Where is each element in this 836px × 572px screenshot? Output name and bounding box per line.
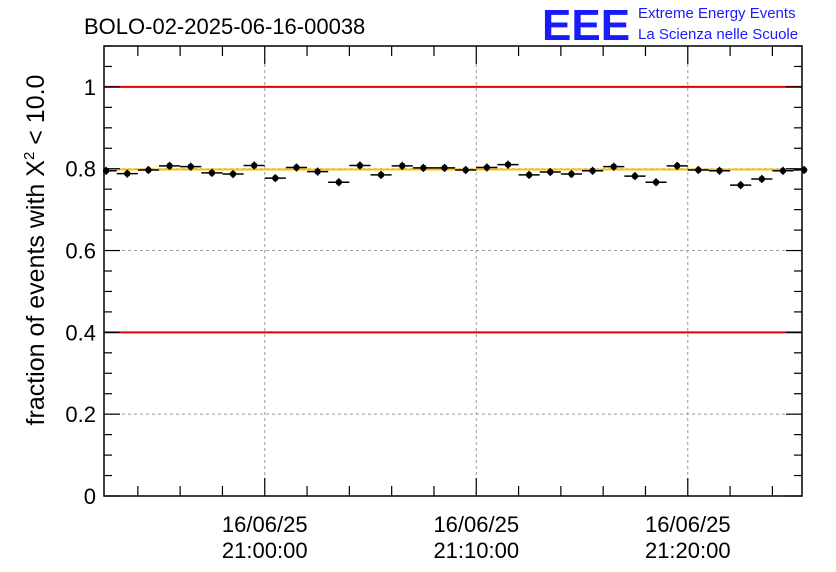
y-tick-label: 0.6 <box>65 239 96 264</box>
data-point-marker <box>695 166 702 174</box>
eee-logo: EEE Extreme Energy Events La Scienza nel… <box>542 1 798 50</box>
y-axis-title-prefix: fraction of events with <box>22 177 50 426</box>
y-tick-label: 0 <box>84 484 96 509</box>
y-axis-title: fraction of events with X2 < 10.0 <box>21 75 50 426</box>
data-point-marker <box>568 170 575 178</box>
grid <box>104 46 802 496</box>
data-point-marker <box>652 179 660 186</box>
data-point <box>687 165 709 174</box>
y-axis-title-chi: X <box>22 160 50 177</box>
data-point-marker <box>462 166 469 174</box>
y-tick-label: 1 <box>84 75 96 100</box>
y-tick-label: 0.2 <box>65 402 96 427</box>
data-point <box>476 163 498 172</box>
data-point-marker <box>229 170 237 178</box>
data-point-marker <box>758 175 766 183</box>
data-point <box>730 181 752 190</box>
axes: 00.20.40.60.8116/06/2521:00:0016/06/2521… <box>65 45 803 563</box>
data-point-marker <box>737 181 744 189</box>
data-point <box>391 161 413 170</box>
data-point <box>624 172 646 181</box>
data-point <box>180 162 202 171</box>
data-point-marker <box>356 162 364 169</box>
y-tick-label: 0.4 <box>65 320 96 345</box>
data-point <box>582 166 604 175</box>
data-point <box>243 161 265 170</box>
data-point <box>264 174 286 183</box>
logo-line-2: La Scienza nelle Scuole <box>638 26 798 43</box>
data-point-marker <box>589 167 596 174</box>
y-axis-title-exponent: 2 <box>21 152 38 160</box>
data-point <box>603 162 625 171</box>
data-point <box>539 168 561 176</box>
data-point-marker <box>250 162 258 169</box>
data-point-marker <box>314 168 321 175</box>
data-point <box>455 165 477 174</box>
data-point-marker <box>208 169 216 177</box>
data-point <box>708 166 731 175</box>
data-point <box>328 178 350 187</box>
logo-line-1: Extreme Energy Events <box>638 5 796 22</box>
data-point <box>116 169 138 178</box>
data-point <box>201 168 223 177</box>
y-tick-label: 0.8 <box>65 157 96 182</box>
plot-frame <box>103 45 803 497</box>
data-point <box>412 163 434 172</box>
y-axis-title-suffix: < 10.0 <box>22 75 50 152</box>
data-point <box>560 170 583 179</box>
data-point <box>307 167 329 176</box>
data-point <box>433 163 456 172</box>
x-tick-label-date: 16/06/25 <box>645 512 731 537</box>
data-point-marker <box>293 164 300 171</box>
data-point <box>370 170 392 179</box>
logo-letters: EEE <box>542 1 630 50</box>
x-tick-label-date: 16/06/25 <box>222 512 308 537</box>
data-point-marker <box>272 174 279 182</box>
data-point <box>793 165 808 174</box>
data-points <box>102 160 808 190</box>
data-point-marker <box>779 167 787 174</box>
data-point-marker <box>610 163 617 170</box>
reference-lines <box>104 85 802 334</box>
data-point <box>137 165 159 174</box>
chart-title: BOLO-02-2025-06-16-00038 <box>84 14 365 39</box>
data-point <box>751 174 773 183</box>
data-point <box>518 170 540 179</box>
data-point-marker <box>166 162 173 170</box>
data-point <box>349 161 371 170</box>
data-point-marker <box>441 164 448 172</box>
data-point-marker <box>504 161 512 168</box>
data-point-marker <box>716 167 723 174</box>
data-point-marker <box>525 171 533 179</box>
data-point <box>666 161 688 170</box>
data-point <box>158 161 181 170</box>
data-point-marker <box>420 164 427 172</box>
data-point-marker <box>145 166 152 174</box>
data-point <box>285 163 308 172</box>
data-point-marker <box>674 162 681 170</box>
data-point-marker <box>399 162 406 170</box>
data-point-marker <box>335 179 342 186</box>
x-tick-label-time: 21:10:00 <box>433 538 519 563</box>
data-point <box>222 170 244 179</box>
data-point <box>645 178 667 187</box>
x-tick-label-date: 16/06/25 <box>433 512 519 537</box>
data-point-marker <box>483 164 491 171</box>
data-point <box>102 166 117 175</box>
data-point-marker <box>631 172 639 180</box>
data-point <box>497 160 519 169</box>
x-tick-label-time: 21:20:00 <box>645 538 731 563</box>
x-tick-label-time: 21:00:00 <box>222 538 308 563</box>
data-point-marker <box>124 170 131 177</box>
data-point-marker <box>187 163 194 170</box>
data-point-marker <box>547 168 554 176</box>
data-point-marker <box>377 171 385 179</box>
data-point <box>772 166 794 175</box>
